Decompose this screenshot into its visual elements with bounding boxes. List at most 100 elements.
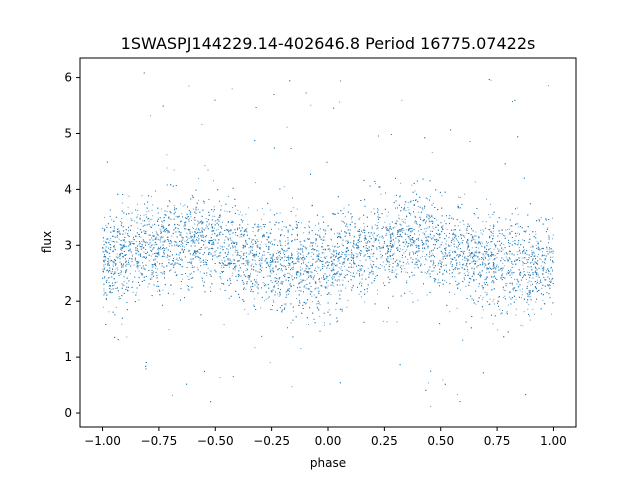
data-point xyxy=(458,196,459,198)
data-point xyxy=(530,246,532,248)
data-point xyxy=(427,227,429,229)
data-point xyxy=(548,250,550,252)
data-point xyxy=(212,254,214,256)
data-point xyxy=(456,307,458,309)
data-point xyxy=(465,257,467,259)
data-point xyxy=(140,248,142,250)
data-point xyxy=(426,259,428,261)
data-point xyxy=(489,216,491,218)
data-point xyxy=(475,231,477,233)
data-point xyxy=(325,229,327,231)
data-point xyxy=(162,231,164,232)
data-point xyxy=(330,294,332,295)
data-point xyxy=(113,284,115,286)
data-point xyxy=(220,205,222,207)
data-point xyxy=(330,284,332,286)
data-point xyxy=(545,219,547,221)
data-point xyxy=(338,259,340,261)
data-point xyxy=(106,299,107,301)
data-point xyxy=(509,291,511,293)
data-point xyxy=(361,283,363,285)
data-point xyxy=(511,272,513,274)
data-point xyxy=(221,265,223,266)
data-point xyxy=(281,283,283,285)
data-point xyxy=(524,249,526,251)
data-point xyxy=(450,258,452,260)
data-point xyxy=(282,265,284,267)
data-point xyxy=(390,258,392,260)
data-point xyxy=(544,278,546,280)
data-point xyxy=(136,266,138,268)
data-point xyxy=(199,271,201,273)
data-point xyxy=(135,241,137,243)
data-point xyxy=(244,308,246,310)
data-point xyxy=(506,258,508,260)
data-point xyxy=(551,260,553,261)
data-point xyxy=(185,228,187,230)
data-point xyxy=(358,239,360,240)
data-point xyxy=(300,222,302,224)
data-point xyxy=(463,272,465,274)
data-point xyxy=(133,264,135,266)
data-point xyxy=(313,274,315,276)
data-point xyxy=(351,264,352,266)
data-point xyxy=(456,255,458,257)
data-point xyxy=(359,270,361,272)
data-point xyxy=(367,267,369,269)
data-point xyxy=(132,291,134,293)
data-point xyxy=(227,249,229,251)
data-point xyxy=(411,184,413,186)
data-point xyxy=(184,246,186,248)
data-point xyxy=(360,251,362,252)
data-point xyxy=(178,231,180,233)
data-point xyxy=(198,232,200,234)
data-point xyxy=(160,237,162,239)
data-point xyxy=(279,212,281,214)
data-point xyxy=(408,228,410,230)
data-point xyxy=(190,216,192,218)
data-point xyxy=(462,280,463,282)
data-point xyxy=(223,246,225,248)
data-point xyxy=(540,259,542,260)
data-point xyxy=(483,255,485,257)
data-point xyxy=(291,267,292,269)
data-point xyxy=(528,266,530,268)
data-point xyxy=(453,246,455,248)
data-point xyxy=(534,313,536,315)
data-point xyxy=(220,247,222,249)
data-point xyxy=(166,211,168,213)
data-point xyxy=(300,279,302,281)
data-point xyxy=(394,226,396,228)
data-point xyxy=(209,286,211,288)
data-point xyxy=(237,209,239,211)
data-point xyxy=(228,266,230,268)
data-point xyxy=(462,240,464,241)
data-point xyxy=(105,281,107,283)
data-point xyxy=(524,251,526,253)
data-point xyxy=(132,286,133,288)
data-point xyxy=(271,309,273,311)
data-point xyxy=(490,251,492,253)
data-point xyxy=(173,293,175,295)
data-point xyxy=(549,271,551,272)
data-point xyxy=(552,217,553,219)
data-point xyxy=(332,275,333,277)
data-point xyxy=(347,259,349,261)
data-point xyxy=(490,230,492,232)
data-point xyxy=(171,235,173,237)
data-point xyxy=(393,271,395,273)
data-point xyxy=(384,241,386,242)
data-point xyxy=(455,268,456,270)
data-point xyxy=(112,251,114,253)
data-point xyxy=(115,268,117,270)
data-point xyxy=(503,234,504,236)
data-point xyxy=(192,208,194,210)
data-point xyxy=(271,240,273,242)
data-point xyxy=(405,240,407,242)
data-point xyxy=(549,285,551,287)
data-point xyxy=(474,251,476,253)
data-point xyxy=(330,238,332,240)
data-point xyxy=(306,247,308,249)
data-point xyxy=(221,259,223,261)
data-point xyxy=(371,265,373,267)
